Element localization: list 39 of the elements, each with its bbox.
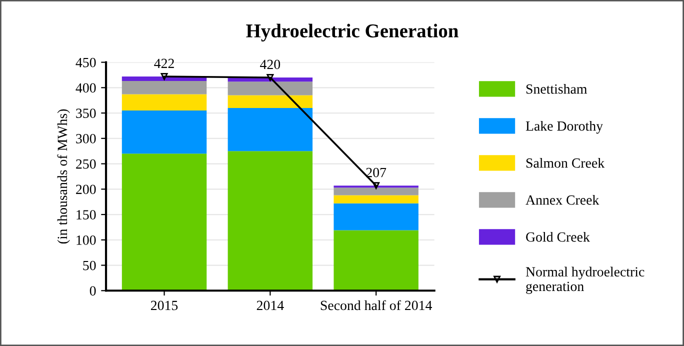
y-tick-label: 100 xyxy=(76,235,96,245)
data-label: 422 xyxy=(154,58,174,68)
chart-title: Hydroelectric Generation xyxy=(246,24,458,42)
bar xyxy=(122,94,207,110)
point xyxy=(160,73,168,80)
legend-label: Gold Creek xyxy=(526,232,590,242)
legend-label: Annex Creek xyxy=(526,194,600,205)
bar xyxy=(334,203,418,230)
bar xyxy=(122,81,207,94)
bar xyxy=(228,108,313,152)
bar xyxy=(228,82,313,96)
legend-label: Snettisham xyxy=(526,84,588,94)
legend-label: Lake Dorothy xyxy=(526,120,603,134)
y-tick-label: 150 xyxy=(76,210,96,220)
y-tick-label: 350 xyxy=(76,108,96,118)
bar xyxy=(228,151,313,291)
x-tick-label: 2014 xyxy=(256,300,284,310)
x-tick-label: 2015 xyxy=(150,300,178,310)
point xyxy=(266,74,274,81)
y-tick-label: 50 xyxy=(83,260,96,270)
bar xyxy=(334,230,418,291)
point xyxy=(372,182,380,190)
y-tick-label: 300 xyxy=(76,134,96,144)
y-axis-title: (in thousands of MWhs) xyxy=(57,109,70,244)
data-label: 420 xyxy=(260,60,280,70)
x-tick-label: Second half of 2014 xyxy=(320,300,432,310)
bar xyxy=(122,154,207,291)
bar xyxy=(122,110,207,154)
bar xyxy=(334,195,418,204)
legend-label: Salmon Creek xyxy=(526,158,605,168)
y-tick-label: 250 xyxy=(76,159,96,169)
y-tick-label: 0 xyxy=(90,286,96,296)
y-tick-label: 200 xyxy=(76,184,96,194)
bar xyxy=(334,188,418,196)
y-tick-label: 450 xyxy=(76,58,96,68)
legend-label: Normal hydroelectric generation xyxy=(526,266,644,294)
data-label: 207 xyxy=(366,168,386,178)
bar xyxy=(228,95,313,108)
y-tick-label: 400 xyxy=(76,83,96,93)
